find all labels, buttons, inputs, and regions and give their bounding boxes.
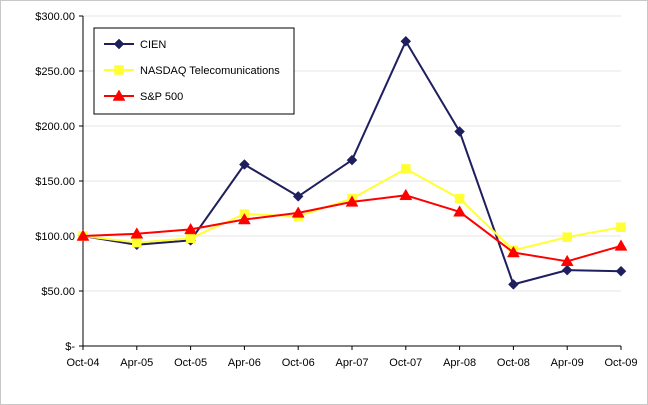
x-tick-label: Oct-06: [282, 357, 315, 369]
y-tick-label: $200.00: [35, 121, 75, 133]
legend: CIEN NASDAQ Telecomunications S&P 500: [93, 27, 295, 115]
series-2: [76, 188, 628, 267]
data-point: [400, 35, 412, 47]
data-point: [506, 245, 520, 258]
data-point: [616, 222, 626, 232]
data-point: [614, 239, 628, 251]
legend-swatch-marker: [113, 38, 125, 50]
series-layer: [76, 35, 628, 290]
x-tick-label: Apr-06: [228, 357, 261, 369]
data-point: [615, 265, 627, 277]
x-tick-label: Oct-07: [389, 357, 422, 369]
legend-label: CIEN: [140, 39, 166, 51]
data-point: [401, 164, 411, 174]
data-point: [291, 206, 305, 218]
data-point: [130, 227, 144, 239]
legend-swatch-marker: [112, 89, 126, 101]
data-point: [185, 233, 196, 243]
x-tick-label: Oct-04: [66, 357, 99, 369]
data-point: [454, 193, 465, 204]
y-tick-label: $150.00: [35, 176, 75, 188]
data-point: [237, 212, 251, 225]
x-tick-label: Apr-07: [335, 357, 368, 369]
y-tick-label: $50.00: [41, 286, 75, 298]
legend-entry: NASDAQ Telecomunications: [104, 65, 280, 77]
series-1: [78, 164, 626, 256]
data-point: [399, 188, 413, 201]
legend-label: NASDAQ Telecomunications: [140, 65, 280, 77]
y-tick-label: $-: [65, 341, 75, 353]
legend-entry: CIEN: [104, 38, 166, 51]
y-tick-label: $300.00: [35, 11, 75, 23]
data-point: [346, 154, 358, 166]
legend-swatch-marker: [114, 65, 124, 75]
x-tick-label: Apr-05: [120, 357, 153, 369]
data-point: [239, 159, 250, 170]
x-tick-label: Apr-08: [443, 357, 476, 369]
data-point: [132, 237, 142, 248]
data-point: [453, 205, 467, 217]
data-point: [292, 191, 304, 202]
x-tick-label: Oct-08: [497, 357, 530, 369]
data-point: [345, 195, 359, 207]
data-point: [76, 229, 90, 241]
y-tick-label: $250.00: [35, 66, 75, 78]
data-point: [454, 126, 465, 137]
legend-entry: S&P 500: [104, 89, 183, 103]
y-tick-label: $100.00: [35, 231, 75, 243]
legend-label: S&P 500: [140, 91, 183, 103]
data-point: [560, 254, 574, 267]
data-point: [562, 232, 572, 242]
x-tick-label: Oct-09: [604, 357, 637, 369]
data-point: [561, 264, 573, 276]
data-point: [184, 222, 198, 235]
x-tick-label: Apr-09: [551, 357, 584, 369]
data-point: [508, 279, 519, 290]
x-tick-label: Oct-05: [174, 357, 207, 369]
axis-layer: $- $50.00 $100.00 $150.00 $200.00 $250.00 $300…: [35, 11, 637, 369]
